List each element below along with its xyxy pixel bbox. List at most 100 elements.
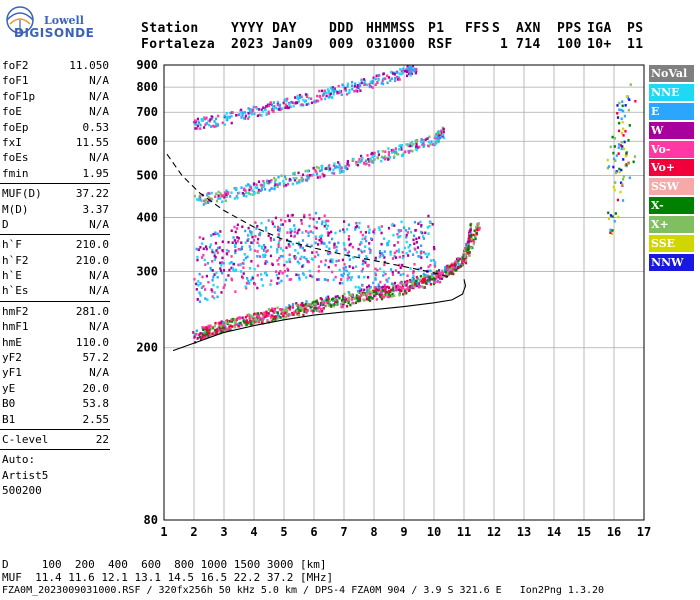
echo-point (612, 165, 615, 169)
echo-point (432, 276, 435, 280)
echo-point (294, 96, 297, 99)
echo-point (250, 259, 253, 263)
echo-point (325, 227, 328, 231)
echo-point (228, 268, 231, 272)
echo-point (374, 287, 378, 291)
echo-point (221, 256, 224, 260)
param-value: 281.0 (75, 304, 109, 318)
echo-point (382, 254, 385, 257)
echo-point (452, 272, 455, 276)
echo-point (246, 255, 249, 259)
echo-point (467, 239, 471, 243)
echo-point (411, 277, 414, 281)
echo-point (396, 78, 400, 81)
echo-point (333, 162, 336, 166)
echo-point (281, 271, 284, 275)
echo-point (392, 150, 395, 154)
echo-point (307, 96, 310, 100)
echo-point (205, 116, 208, 120)
legend-item: NoVal (649, 65, 694, 82)
echo-point (214, 231, 217, 235)
echo-point (206, 261, 210, 265)
echo-point (196, 258, 199, 262)
echo-point (397, 286, 400, 289)
echo-point (289, 231, 292, 234)
echo-point (211, 295, 214, 298)
echo-point (412, 282, 415, 286)
echo-point (355, 225, 359, 228)
echo-point (467, 247, 470, 250)
echo-point (384, 150, 387, 153)
echo-point (260, 221, 263, 225)
echo-point (288, 260, 292, 264)
echo-point (422, 275, 425, 278)
echo-point (265, 310, 268, 314)
echo-point (244, 241, 247, 244)
echo-point (210, 115, 213, 118)
echo-point (393, 224, 396, 227)
echo-point (431, 275, 434, 279)
echo-point (367, 225, 370, 228)
echo-point (374, 256, 377, 260)
echo-point (228, 325, 231, 329)
echo-point (625, 153, 628, 156)
echo-point (249, 318, 252, 322)
echo-point (432, 279, 436, 283)
param-value: 110.0 (75, 335, 109, 349)
echo-point (318, 310, 321, 313)
echo-point (412, 278, 415, 281)
muf-dashed-curve (166, 153, 453, 279)
echo-point (368, 292, 371, 296)
echo-point (305, 95, 308, 98)
echo-point (285, 306, 288, 310)
echo-point (291, 304, 294, 308)
echo-point (301, 103, 304, 107)
echo-point (387, 276, 390, 280)
echo-point (464, 261, 468, 265)
echo-point (318, 238, 321, 242)
echo-point (313, 300, 316, 304)
echo-point (216, 246, 220, 250)
echo-point (405, 74, 409, 78)
echo-point (247, 279, 250, 283)
echo-point (289, 313, 292, 317)
param-row: hmF2 281.0 (0, 304, 112, 319)
echo-point (271, 263, 274, 267)
echo-point (219, 197, 222, 200)
echo-point (429, 278, 432, 281)
echo-point (233, 243, 237, 247)
echo-point (374, 272, 377, 275)
echo-point (391, 148, 394, 152)
echo-point (452, 265, 455, 269)
echo-point (222, 261, 225, 265)
echo-point (345, 92, 349, 96)
x-tick-label: 16 (607, 525, 621, 539)
echo-point (433, 278, 436, 281)
echo-point (344, 266, 347, 269)
echo-point (204, 117, 207, 121)
echo-point (374, 294, 377, 297)
echo-point (229, 195, 232, 198)
echo-point (374, 267, 377, 271)
param-row: foEp 0.53 (0, 120, 112, 135)
echo-point (382, 156, 385, 160)
echo-point (448, 270, 451, 273)
echo-point (338, 91, 341, 95)
echo-point (270, 309, 273, 312)
echo-point (355, 221, 358, 225)
echo-point (468, 254, 471, 257)
echo-point (389, 294, 392, 298)
echo-point (428, 280, 431, 284)
echo-point (383, 283, 386, 287)
echo-point (334, 166, 337, 169)
echo-point (210, 191, 213, 195)
divider (0, 428, 110, 430)
echo-point (309, 306, 312, 309)
param-name: yE (2, 381, 16, 395)
echo-point (265, 105, 268, 108)
header-label-0: Station (141, 21, 199, 36)
echo-point (409, 144, 412, 148)
echo-point (440, 277, 444, 280)
echo-point (247, 313, 250, 316)
echo-point (477, 222, 480, 226)
